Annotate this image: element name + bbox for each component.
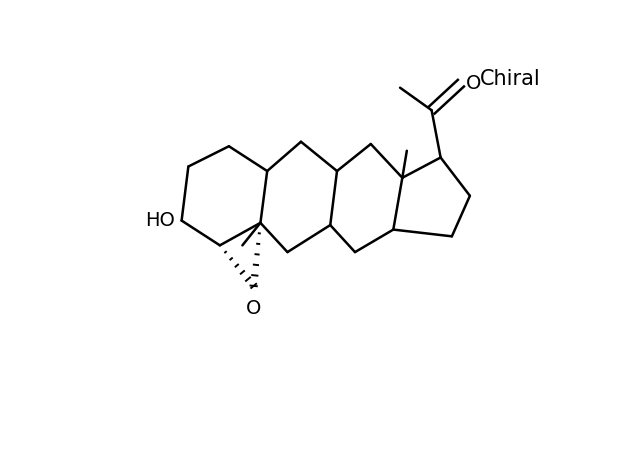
Text: O: O	[467, 73, 482, 93]
Text: O: O	[246, 300, 261, 318]
Text: HO: HO	[145, 211, 175, 230]
Text: Chiral: Chiral	[480, 69, 541, 88]
